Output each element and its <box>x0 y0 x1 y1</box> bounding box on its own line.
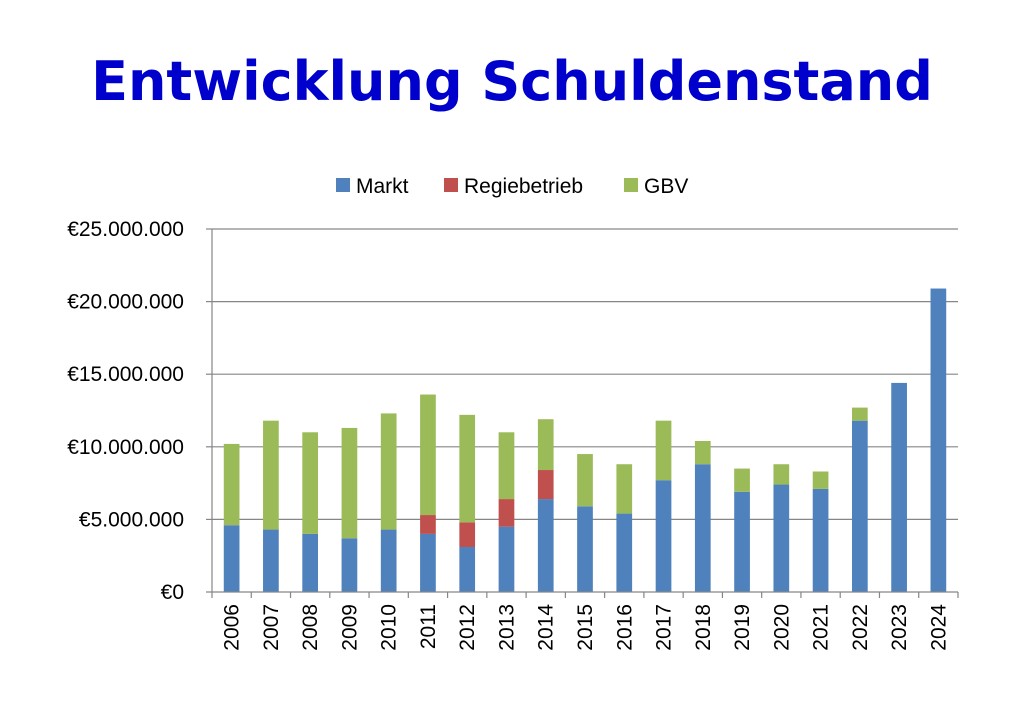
bar-gbv-2011 <box>420 394 436 516</box>
legend-item-markt: Markt <box>356 175 409 198</box>
bar-markt-2017 <box>655 480 672 592</box>
x-tick-label: 2016 <box>613 604 636 651</box>
bar-markt-2023 <box>891 382 907 592</box>
bar-markt-2010 <box>380 529 397 592</box>
axes <box>206 228 959 598</box>
bar-regiebetrieb-2014 <box>537 470 554 500</box>
bar-regiebetrieb-2011 <box>420 515 436 534</box>
y-tick-label: €25.000.000 <box>67 218 184 241</box>
bar-markt-2019 <box>734 491 750 592</box>
bar-gbv-2014 <box>537 419 554 471</box>
bar-gbv-2015 <box>577 454 593 507</box>
bar-markt-2012 <box>459 546 476 592</box>
y-tick-label: €0 <box>161 581 184 604</box>
legend-swatch-markt <box>336 178 350 192</box>
bar-gbv-2017 <box>655 420 672 481</box>
legend-item-regiebetrieb: Regiebetrieb <box>464 175 583 198</box>
x-tick-label: 2009 <box>338 604 361 651</box>
x-tick-label: 2024 <box>927 604 950 651</box>
y-tick-label: €10.000.000 <box>67 436 184 459</box>
x-tick-labels: 2006 2007 2008 2009 2010 2011 2012 2013 2014 2015… <box>221 604 951 651</box>
page-title: Entwicklung Schuldenstand <box>91 50 933 113</box>
legend-swatch-gbv <box>624 178 638 192</box>
bar-markt-2022 <box>851 420 868 592</box>
bar-gbv-2019 <box>734 468 750 492</box>
x-tick-label: 2022 <box>849 604 872 651</box>
bar-regiebetrieb-2012 <box>459 522 476 547</box>
bar-gbv-2007 <box>263 420 279 530</box>
bar-markt-2011 <box>420 533 436 592</box>
legend: Markt Regiebetrieb GBV <box>336 175 688 198</box>
bar-gbv-2022 <box>851 407 868 421</box>
x-tick-label: 2021 <box>810 604 833 651</box>
bar-gbv-2018 <box>694 440 711 465</box>
gridlines <box>212 228 958 521</box>
x-tick-label: 2019 <box>731 604 754 651</box>
x-tick-label: 2007 <box>260 604 283 651</box>
x-tick-label: 2023 <box>888 604 911 651</box>
legend-item-gbv: GBV <box>644 175 688 198</box>
bar-markt-2009 <box>341 538 358 592</box>
y-tick-label: €20.000.000 <box>67 291 184 314</box>
bar-markt-2024 <box>930 288 947 592</box>
y-tick-label: €15.000.000 <box>67 363 184 386</box>
bar-markt-2008 <box>302 533 319 592</box>
bar-regiebetrieb-2013 <box>498 499 515 527</box>
bar-gbv-2012 <box>459 414 476 523</box>
bar-markt-2016 <box>616 513 633 592</box>
x-tick-label: 2008 <box>299 604 322 651</box>
bar-markt-2014 <box>537 499 554 592</box>
bar-markt-2007 <box>263 529 279 592</box>
bar-markt-2018 <box>694 464 711 592</box>
x-tick-label: 2017 <box>653 604 676 651</box>
bar-gbv-2013 <box>498 432 515 500</box>
bar-gbv-2006 <box>223 443 240 526</box>
y-tick-label: €5.000.000 <box>79 508 184 531</box>
x-tick-label: 2013 <box>495 604 518 651</box>
x-tick-label: 2006 <box>221 604 244 651</box>
bar-markt-2006 <box>223 525 240 592</box>
bar-gbv-2021 <box>812 471 829 489</box>
bar-markt-2015 <box>577 506 593 592</box>
bar-gbv-2010 <box>380 413 397 530</box>
bar-gbv-2009 <box>341 427 358 539</box>
x-tick-label: 2015 <box>574 604 597 651</box>
bar-markt-2013 <box>498 526 515 592</box>
x-tick-label: 2012 <box>456 604 479 651</box>
x-tick-label: 2018 <box>692 604 715 651</box>
bars <box>223 288 947 592</box>
bar-markt-2020 <box>773 484 790 592</box>
x-tick-label: 2014 <box>535 604 558 651</box>
legend-swatch-regiebetrieb <box>444 178 458 192</box>
x-tick-label: 2011 <box>417 604 440 649</box>
bar-gbv-2020 <box>773 464 790 485</box>
x-tick-label: 2020 <box>770 604 793 651</box>
x-tick-label: 2010 <box>378 604 401 651</box>
bar-gbv-2008 <box>302 432 319 534</box>
bar-gbv-2016 <box>616 464 633 514</box>
bar-markt-2021 <box>812 488 829 592</box>
y-tick-labels: €0 €5.000.000 €10.000.000 €15.000.000 €20.00… <box>67 218 184 604</box>
